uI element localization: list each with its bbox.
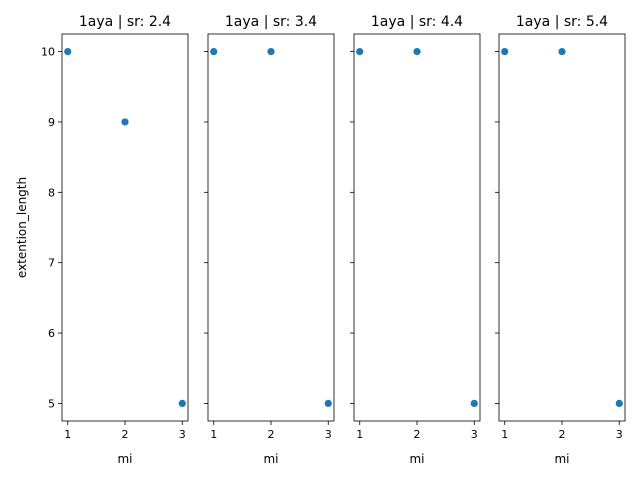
x-tick-label: 3 <box>179 428 186 441</box>
data-point <box>267 47 275 56</box>
x-tick-label: 2 <box>559 428 566 441</box>
subplot-title: 1aya | sr: 2.4 <box>79 14 171 30</box>
y-tick-label: 10 <box>41 46 55 59</box>
subplot-title: 1aya | sr: 3.4 <box>225 14 317 30</box>
axes-frame <box>207 33 335 422</box>
x-tick-label: 1 <box>64 428 71 441</box>
axes-frame <box>61 33 189 422</box>
x-tick-label: 2 <box>122 428 129 441</box>
subplot-2: 1aya | sr: 3.4 1 2 3 mi <box>204 14 335 466</box>
x-tick-label: 2 <box>414 428 421 441</box>
y-tick-label: 6 <box>48 327 55 340</box>
subplot-title: 1aya | sr: 5.4 <box>516 14 608 30</box>
x-axis-label: mi <box>554 452 569 466</box>
data-point <box>558 47 566 56</box>
data-point <box>356 47 364 56</box>
data-point <box>178 399 186 408</box>
subplot-title: 1aya | sr: 4.4 <box>371 14 463 30</box>
x-tick-label: 3 <box>325 428 332 441</box>
x-axis-label: mi <box>117 452 132 466</box>
x-axis-label: mi <box>409 452 424 466</box>
data-point <box>324 399 332 408</box>
subplot-4: 1aya | sr: 5.4 1 2 3 mi <box>495 14 626 466</box>
x-tick-label: 1 <box>501 428 508 441</box>
data-point <box>470 399 478 408</box>
data-point <box>615 399 623 408</box>
data-point <box>64 47 72 56</box>
axes-frame <box>498 33 626 422</box>
x-tick-label: 3 <box>471 428 478 441</box>
y-tick-label: 8 <box>48 186 55 199</box>
y-tick-label: 5 <box>48 397 55 410</box>
data-point <box>413 47 421 56</box>
data-point <box>501 47 509 56</box>
subplot-1: 1aya | sr: 2.4 1 2 3 5 6 7 8 9 10 mi extention_leng… <box>15 14 189 466</box>
y-tick-label: 7 <box>48 257 55 270</box>
y-tick-label: 9 <box>48 116 55 129</box>
x-tick-label: 1 <box>356 428 363 441</box>
subplot-3: 1aya | sr: 4.4 1 2 3 mi <box>350 14 481 466</box>
y-axis-label: extention_length <box>15 177 29 278</box>
x-tick-label: 1 <box>210 428 217 441</box>
x-tick-label: 3 <box>616 428 623 441</box>
data-point <box>210 47 218 56</box>
axes-frame <box>353 33 481 422</box>
x-axis-label: mi <box>263 452 278 466</box>
x-tick-label: 2 <box>268 428 275 441</box>
data-point <box>121 118 129 126</box>
